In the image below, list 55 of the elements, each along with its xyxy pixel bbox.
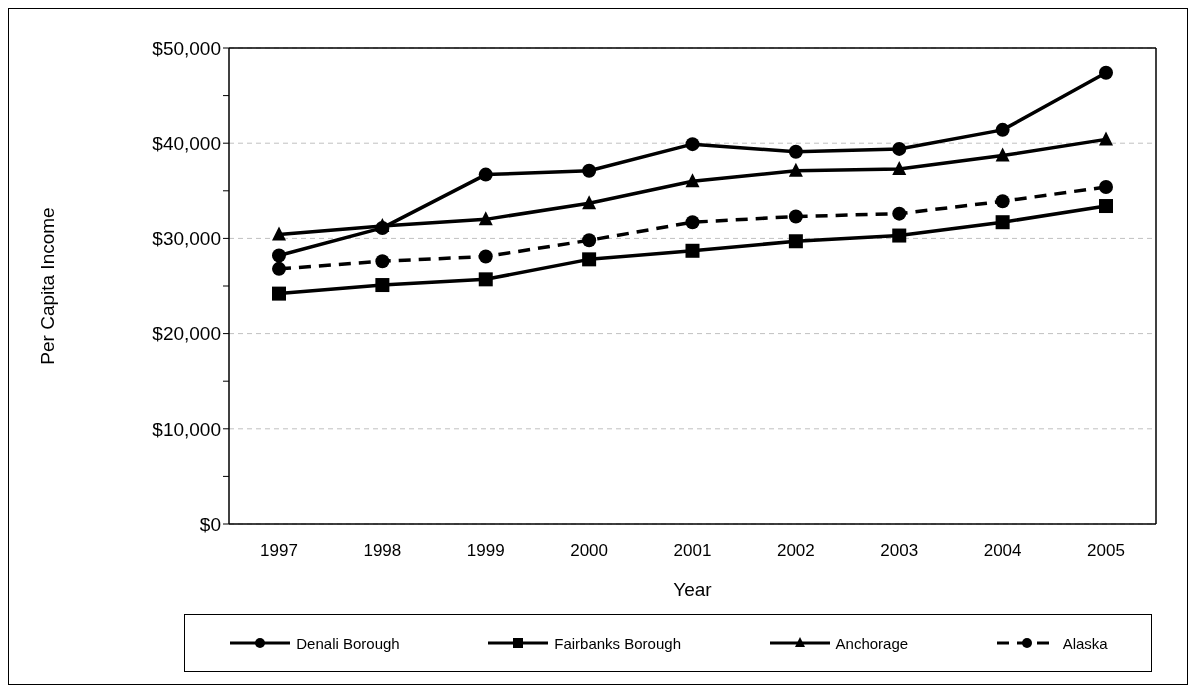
point — [788, 234, 803, 249]
x-axis-title: Year — [673, 579, 713, 600]
y-tick-label: $10,000 — [152, 418, 221, 440]
x-tick-label: 2005 — [1087, 541, 1125, 561]
point — [685, 137, 700, 152]
x-tick-label: 2003 — [880, 541, 919, 561]
point — [1099, 179, 1113, 194]
point — [272, 248, 286, 263]
x-tick-label: 1999 — [466, 541, 505, 561]
point — [375, 278, 390, 293]
x-tick-label: 2002 — [776, 541, 815, 561]
point — [582, 195, 597, 210]
point — [272, 226, 286, 241]
y-tick-label: $0 — [199, 513, 221, 535]
point — [685, 243, 700, 258]
point — [995, 147, 1010, 162]
point — [1099, 131, 1113, 146]
y-tick-label: $20,000 — [152, 323, 221, 345]
point — [582, 233, 597, 248]
point — [892, 228, 907, 243]
x-tick-label: 2000 — [570, 541, 609, 561]
point — [478, 249, 493, 264]
legend-label: Anchorage — [835, 634, 909, 652]
point — [995, 122, 1010, 137]
x-tick-label: 2004 — [983, 541, 1022, 561]
y-axis-title: Per Capita Income — [36, 207, 58, 365]
point — [995, 215, 1010, 230]
point — [1099, 199, 1113, 214]
point — [995, 194, 1010, 209]
point — [582, 163, 597, 178]
point — [272, 286, 286, 301]
y-tick-label: $50,000 — [152, 37, 221, 59]
point — [892, 141, 907, 156]
point — [892, 206, 907, 221]
y-tick-label: $30,000 — [152, 228, 221, 250]
point — [272, 261, 286, 276]
point — [582, 252, 597, 267]
point — [685, 173, 700, 188]
legend-label: Denali Borough — [296, 634, 400, 652]
legend-label: Alaska — [1062, 634, 1108, 652]
point — [478, 211, 493, 226]
point — [685, 215, 700, 230]
x-tick-label: 1997 — [260, 541, 298, 561]
y-tick-label: $40,000 — [152, 132, 221, 154]
point — [1099, 65, 1113, 80]
point — [788, 162, 803, 177]
point — [892, 160, 907, 175]
x-tick-label: 2001 — [673, 541, 712, 561]
point — [788, 144, 803, 159]
point — [788, 209, 803, 224]
point — [478, 167, 493, 182]
x-tick-label: 1998 — [363, 541, 402, 561]
point — [478, 272, 493, 287]
legend-label: Fairbanks Borough — [554, 634, 681, 652]
point — [375, 254, 390, 269]
